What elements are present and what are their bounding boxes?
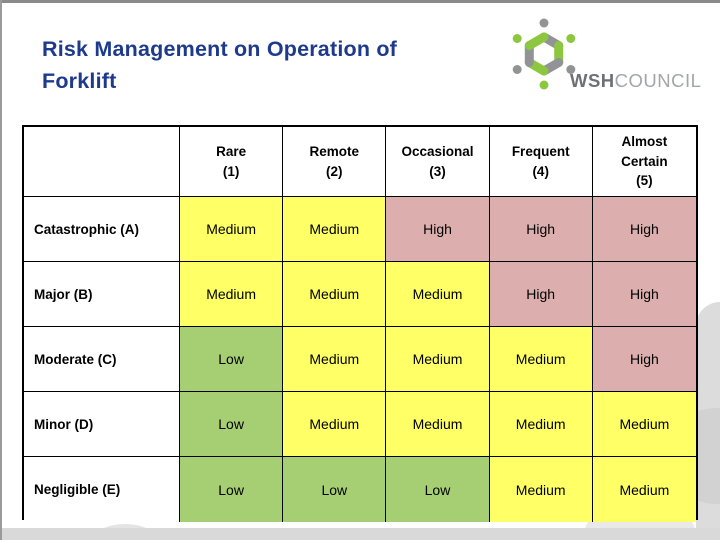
slide-left-border (0, 0, 2, 540)
column-header-label: Remote (309, 143, 360, 159)
matrix-risk-cell: Medium (386, 392, 490, 457)
column-header-number: (1) (222, 163, 240, 179)
matrix-risk-cell: Medium (180, 197, 284, 262)
column-header-number: (3) (429, 163, 446, 179)
matrix-risk-cell: Low (180, 327, 284, 392)
matrix-risk-cell: High (386, 197, 490, 262)
matrix-column-header: Frequent (4) (489, 127, 593, 197)
logo-text-wsh: WSH (570, 70, 615, 91)
wsh-council-logo: WSHCOUNCIL (508, 8, 708, 108)
matrix-risk-cell: High (489, 262, 593, 327)
matrix-risk-cell: Medium (489, 457, 593, 522)
column-header-number: (4) (532, 163, 549, 179)
wsh-council-wordmark: WSHCOUNCIL (570, 70, 701, 92)
matrix-risk-cell: Medium (283, 262, 387, 327)
matrix-risk-cell: Medium (489, 392, 593, 457)
matrix-column-header: Remote (2) (283, 127, 387, 197)
matrix-row-label: Major (B) (24, 262, 180, 327)
matrix-risk-cell: High (592, 327, 696, 392)
logo-text-council: COUNCIL (614, 70, 702, 91)
column-header-number: (5) (636, 173, 653, 189)
matrix-risk-cell: Low (283, 457, 387, 522)
matrix-column-header: Occasional (3) (386, 127, 490, 197)
matrix-risk-cell: Medium (180, 262, 284, 327)
column-header-label: Almost Certain (621, 134, 668, 169)
risk-matrix-table: Rare (1) Remote (2) Occasional (3) Frequent (4)… (22, 125, 698, 522)
column-header-number: (2) (326, 163, 343, 179)
matrix-risk-cell: Medium (283, 197, 387, 262)
matrix-risk-cell: Low (180, 457, 284, 522)
matrix-risk-cell: Medium (386, 327, 490, 392)
slide-title-line2: Forklift (42, 68, 117, 93)
matrix-risk-cell: High (592, 197, 696, 262)
matrix-risk-cell: Medium (283, 392, 387, 457)
matrix-risk-cell: Medium (489, 327, 593, 392)
matrix-risk-cell: Medium (386, 262, 490, 327)
slide-bottom-strip (0, 528, 720, 540)
matrix-row-label: Moderate (C) (24, 327, 180, 392)
wsh-hexagon-emblem-icon (512, 18, 576, 90)
matrix-column-header: Rare (1) (180, 127, 284, 197)
matrix-row-label: Catastrophic (A) (24, 197, 180, 262)
matrix-risk-cell: Medium (592, 457, 696, 522)
matrix-row-label: Negligible (E) (24, 457, 180, 522)
column-header-label: Frequent (511, 143, 570, 159)
slide-top-border (0, 0, 720, 3)
matrix-risk-cell: Low (386, 457, 490, 522)
column-header-label: Occasional (401, 143, 474, 159)
matrix-risk-cell: Low (180, 392, 284, 457)
slide-title-line1: Risk Management on Operation of (42, 37, 398, 61)
slide-title: Risk Management on Operation of Forklift (42, 34, 522, 97)
column-header-label: Rare (216, 143, 247, 159)
matrix-risk-cell: Medium (592, 392, 696, 457)
matrix-risk-cell: High (489, 197, 593, 262)
matrix-corner-cell (24, 127, 180, 197)
matrix-column-header: Almost Certain (5) (592, 127, 696, 197)
matrix-risk-cell: High (592, 262, 696, 327)
matrix-row-label: Minor (D) (24, 392, 180, 457)
matrix-risk-cell: Medium (283, 327, 387, 392)
